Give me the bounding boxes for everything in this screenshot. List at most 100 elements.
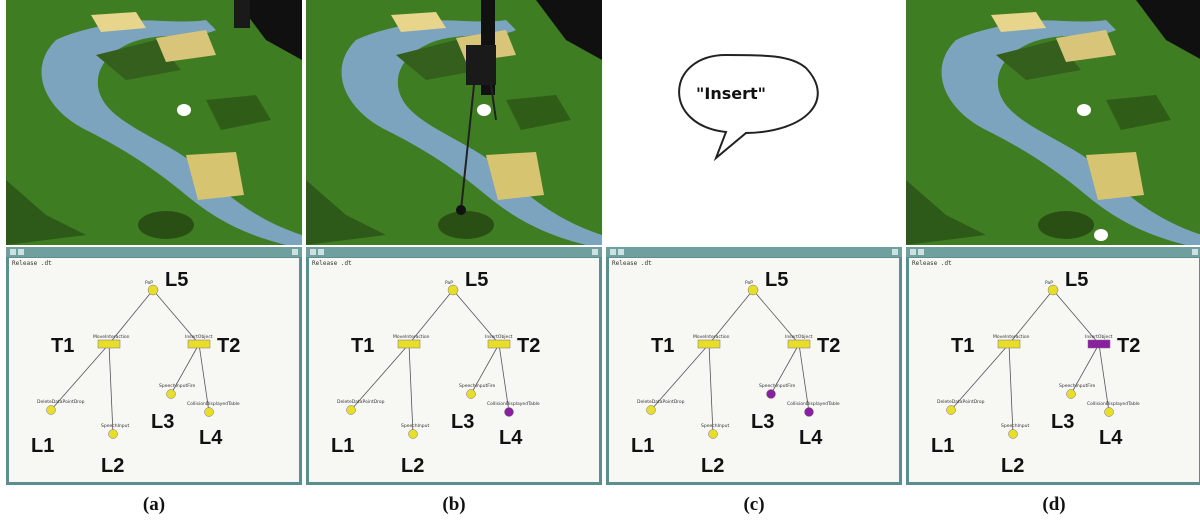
behavior-tree: PaP MoveInteraction InsertObject DeleteData… xyxy=(931,269,1140,477)
tree-node-l4 xyxy=(504,407,514,417)
stylus-icon xyxy=(234,0,250,28)
node-name-l2: SpeechInput xyxy=(1001,423,1029,429)
window-titlebar[interactable] xyxy=(6,247,302,257)
node-name-l4: CollisionDisplayedTable xyxy=(1087,401,1140,407)
window-minimize-icon[interactable] xyxy=(618,249,624,255)
window-menu-icon[interactable] xyxy=(610,249,616,255)
tree-node-l3 xyxy=(166,389,176,399)
tag-L2: L2 xyxy=(101,455,124,477)
node-name-root: PaP xyxy=(1045,280,1053,286)
node-name-t2: InsertObject xyxy=(485,334,513,340)
tree-node-t1 xyxy=(397,339,421,349)
tree-node-root xyxy=(147,284,159,296)
tag-T2: T2 xyxy=(217,335,240,357)
tree-node-l1 xyxy=(346,405,356,415)
window-close-icon[interactable] xyxy=(892,249,898,255)
tag-L3: L3 xyxy=(751,411,774,433)
figure-panel-a: Release .dt PaP MoveInteraction InsertObjec… xyxy=(6,0,302,521)
tree-node-l3 xyxy=(1066,389,1076,399)
window-close-icon[interactable] xyxy=(1192,249,1198,255)
tag-L2: L2 xyxy=(1001,455,1024,477)
tag-T2: T2 xyxy=(517,335,540,357)
tree-canvas: Release .dt PaP MoveInteraction InsertObjec… xyxy=(309,258,599,482)
node-name-l3: SpeechInputFire xyxy=(159,383,195,389)
tree-canvas: Release .dt PaP MoveInteraction InsertObjec… xyxy=(609,258,899,482)
figure-panel-c: "Insert" Release .dt PaP MoveInteraction Ins… xyxy=(606,0,902,521)
node-name-root: PaP xyxy=(145,280,153,286)
tree-viewer-window: Release .dt PaP MoveInteraction InsertObjec… xyxy=(6,247,302,485)
tree-node-root xyxy=(1047,284,1059,296)
window-close-icon[interactable] xyxy=(292,249,298,255)
tree-viewer-window: Release .dt PaP MoveInteraction InsertObjec… xyxy=(606,247,902,485)
speech-bubble-text: "Insert" xyxy=(696,84,766,103)
tag-L1: L1 xyxy=(31,435,54,457)
tree-node-l3 xyxy=(766,389,776,399)
node-name-root: PaP xyxy=(745,280,753,286)
tag-L4: L4 xyxy=(199,427,223,449)
node-name-l2: SpeechInput xyxy=(401,423,429,429)
window-minimize-icon[interactable] xyxy=(318,249,324,255)
window-minimize-icon[interactable] xyxy=(918,249,924,255)
panel-caption: (c) xyxy=(743,494,765,515)
tag-T1: T1 xyxy=(951,335,974,357)
tag-L2: L2 xyxy=(401,455,424,477)
node-name-t2: InsertObject xyxy=(1085,334,1113,340)
node-name-t2: InsertObject xyxy=(185,334,213,340)
figure-panel-d: Release .dt PaP MoveInteraction InsertObjec… xyxy=(906,0,1200,521)
tree-node-l4 xyxy=(1104,407,1114,417)
tree-node-l2 xyxy=(1008,429,1018,439)
tag-L3: L3 xyxy=(451,411,474,433)
tag-L4: L4 xyxy=(1099,427,1123,449)
window-menu-icon[interactable] xyxy=(310,249,316,255)
tracker-device-icon xyxy=(456,0,497,215)
tag-T2: T2 xyxy=(1117,335,1140,357)
tag-L5: L5 xyxy=(165,269,188,291)
node-name-root: PaP xyxy=(445,280,453,286)
window-titlebar[interactable] xyxy=(306,247,602,257)
file-label: Release .dt xyxy=(312,260,352,267)
window-close-icon[interactable] xyxy=(592,249,598,255)
tree-node-l2 xyxy=(108,429,118,439)
object-marker xyxy=(1077,104,1091,116)
tag-L5: L5 xyxy=(765,269,788,291)
tag-T2: T2 xyxy=(817,335,840,357)
tree-node-l2 xyxy=(708,429,718,439)
node-name-l4: CollisionDisplayedTable xyxy=(487,401,540,407)
node-name-l1: DeleteDataPointDrop xyxy=(37,399,85,405)
speech-bubble-area: "Insert" xyxy=(606,0,902,245)
behavior-tree: PaP MoveInteraction InsertObject DeleteData… xyxy=(631,269,840,477)
window-minimize-icon[interactable] xyxy=(18,249,24,255)
panel-caption: (b) xyxy=(442,494,466,515)
object-marker xyxy=(477,104,491,116)
tag-L3: L3 xyxy=(151,411,174,433)
node-name-l3: SpeechInputFire xyxy=(759,383,795,389)
tree-node-l1 xyxy=(46,405,56,415)
window-menu-icon[interactable] xyxy=(910,249,916,255)
tree-node-l4 xyxy=(204,407,214,417)
node-name-l1: DeleteDataPointDrop xyxy=(337,399,385,405)
tag-L1: L1 xyxy=(331,435,354,457)
tree-node-l1 xyxy=(646,405,656,415)
node-name-l1: DeleteDataPointDrop xyxy=(937,399,985,405)
tree-viewer-window: Release .dt PaP MoveInteraction InsertObjec… xyxy=(906,247,1200,485)
figure-panel-b: Release .dt PaP MoveInteraction InsertObjec… xyxy=(306,0,602,521)
behavior-tree: PaP MoveInteraction InsertObject DeleteData… xyxy=(331,269,540,477)
node-name-t1: MoveInteraction xyxy=(93,334,130,340)
tree-node-root xyxy=(747,284,759,296)
inserted-object xyxy=(1094,229,1108,241)
node-name-t1: MoveInteraction xyxy=(693,334,730,340)
tree-node-l1 xyxy=(946,405,956,415)
tag-L1: L1 xyxy=(631,435,654,457)
tree-node-l4 xyxy=(804,407,814,417)
node-name-t1: MoveInteraction xyxy=(393,334,430,340)
window-menu-icon[interactable] xyxy=(10,249,16,255)
file-label: Release .dt xyxy=(912,260,952,267)
terrain-scene-image xyxy=(306,0,602,245)
window-titlebar[interactable] xyxy=(906,247,1200,257)
file-label: Release .dt xyxy=(612,260,652,267)
window-titlebar[interactable] xyxy=(606,247,902,257)
node-name-t2: InsertObject xyxy=(785,334,813,340)
tree-node-t1 xyxy=(97,339,121,349)
node-name-l3: SpeechInputFire xyxy=(459,383,495,389)
tag-L3: L3 xyxy=(1051,411,1074,433)
